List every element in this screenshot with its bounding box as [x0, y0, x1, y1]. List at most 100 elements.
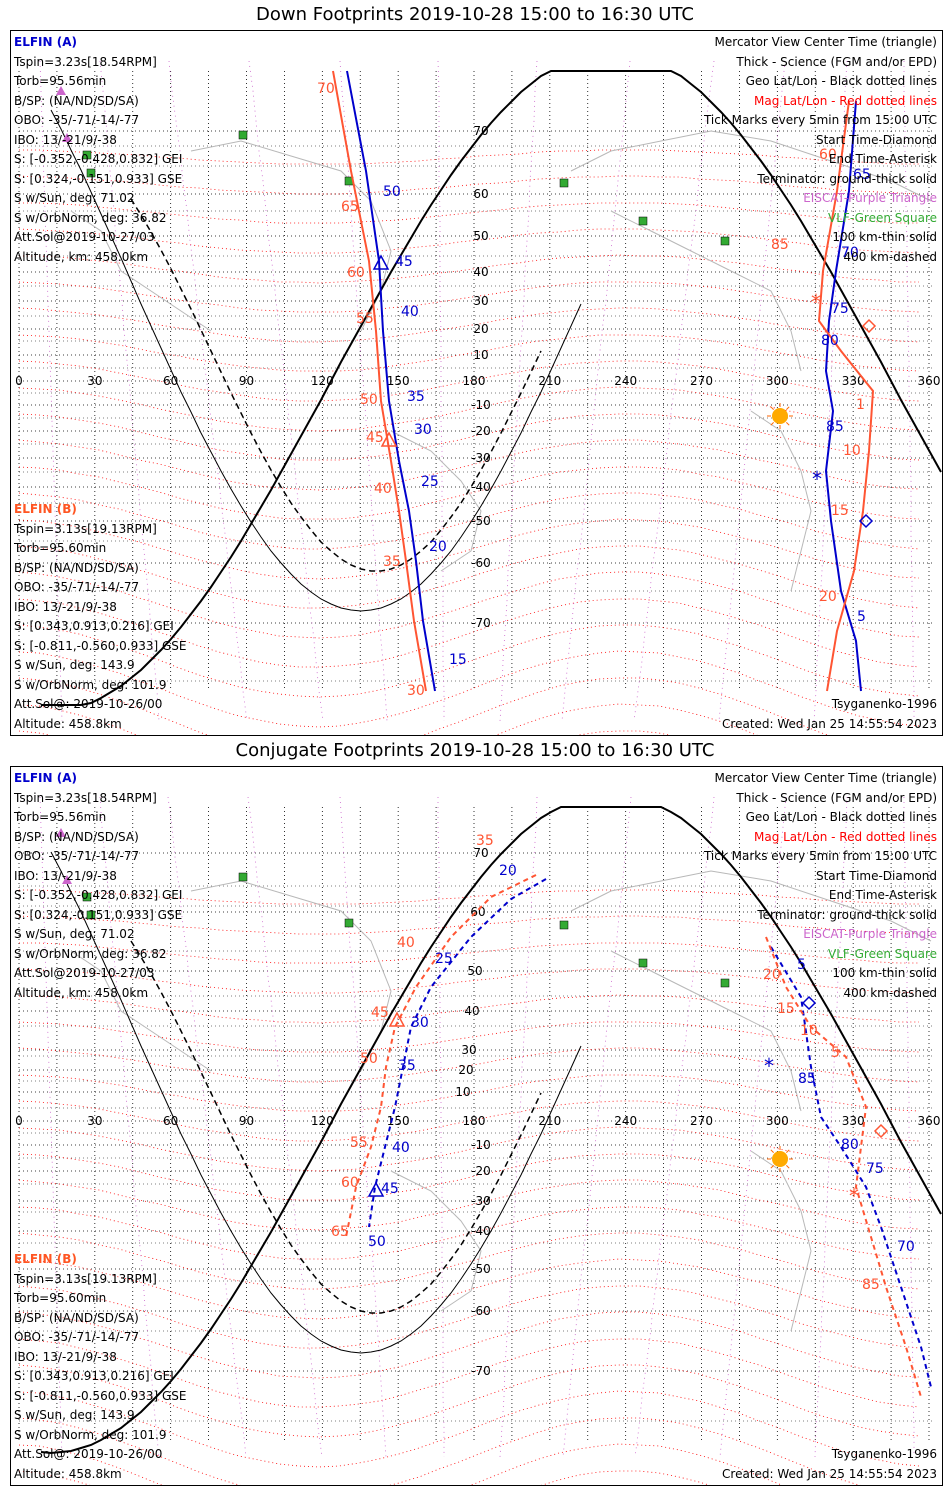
legend-item: Mag Lat/Lon - Red dotted lines [753, 93, 937, 108]
elfin-a-tick-label: 75 [831, 301, 849, 317]
coastline [190, 140, 392, 332]
elfin-a-info: ELFIN (A) Tspin=3.23s[18.54RPM] Torb=95.… [14, 33, 182, 267]
elfin-b-tick-label: 15 [777, 1001, 795, 1017]
elfin-a-header: ELFIN (A) [14, 35, 77, 49]
lon-tick-label: 30 [87, 1114, 102, 1128]
elfin-b-tick-label: 45 [366, 430, 384, 446]
elfin-a-line: IBO: 13/-21/9/-38 [14, 132, 117, 147]
mag-parallel [18, 545, 920, 609]
elfin-a-line: OBO: -35/-71/-14/-77 [14, 849, 140, 863]
legend-item: End Time-Asterisk [828, 888, 937, 902]
lat-tick-label: 60 [473, 187, 488, 201]
mag-meridian [248, 60, 324, 722]
lon-tick-label: 210 [538, 1114, 561, 1128]
mag-meridian [499, 796, 538, 1458]
coastline [610, 210, 802, 372]
elfin-b-tick-label: 20 [763, 967, 781, 983]
lat-tick-label: -70 [471, 616, 491, 630]
mag-parallel [18, 598, 920, 668]
mag-parallel [18, 1285, 920, 1349]
elfin-a-tick-label: 85 [826, 419, 844, 435]
sun-icon [772, 408, 788, 424]
elfin-a-tick-label: 50 [383, 184, 401, 200]
lat-tick-label: 60 [470, 905, 485, 919]
vlf-station-square [344, 918, 354, 928]
elfin-b-line: OBO: -35/-71/-14/-77 [14, 1330, 140, 1344]
elfin-a-tick-label: 20 [499, 863, 517, 879]
elfin-a-track-right [770, 946, 932, 1388]
elfin-a-line: S: [-0.352,-0.428,0.832] GEI [14, 152, 183, 166]
elfin-a-tick-label: 45 [395, 254, 413, 270]
mag-meridian [718, 60, 786, 722]
elfin-b-start-diamond [861, 318, 877, 334]
elfin-b-tick-label: 20 [819, 589, 837, 605]
legend-item: Geo Lat/Lon - Black dotted lines [745, 74, 937, 88]
lat-tick-label: -30 [471, 451, 491, 465]
vlf-station-square [86, 168, 96, 178]
lat-tick-label: 70 [473, 124, 488, 138]
elfin-a-tick-label: 80 [821, 333, 839, 349]
elfin-b-end-asterisk: * [849, 1184, 859, 1208]
mag-meridian [813, 60, 848, 722]
elfin-a-tick-label: 15 [449, 652, 467, 668]
elfin-b-tick-label: 65 [341, 199, 359, 215]
model-footer: Tsyganenko-1996 Created: Wed Jan 25 14:5… [722, 1445, 937, 1484]
elfin-b-line: S w/OrbNorm, deg: 101.9 [14, 1427, 167, 1442]
lat-tick-label: -30 [471, 1194, 491, 1208]
mag-meridian [634, 796, 715, 1458]
legend-item: 400 km-dashed [843, 249, 937, 264]
terminator-line [40, 806, 942, 1455]
elfin-b-tick-label: 10 [843, 443, 861, 459]
elfin-b-line: S w/OrbNorm, deg: 101.9 [14, 677, 167, 692]
lon-tick-label: 300 [766, 374, 789, 388]
elfin-a-start-diamond [858, 513, 874, 529]
coastline [70, 210, 212, 332]
elfin-b-line: IBO: 13/-21/9/-38 [14, 599, 117, 614]
lat-tick-label: 30 [461, 1043, 476, 1057]
lon-tick-label: 0 [15, 374, 23, 388]
elfin-b-line: S: [0.343,0.913,0.216] GEI [14, 1369, 174, 1383]
lon-tick-label: 30 [87, 374, 102, 388]
mag-meridian [719, 796, 787, 1458]
mag-meridian [903, 61, 915, 721]
elfin-a-tick-label: 75 [866, 1161, 884, 1177]
mag-parallel [18, 1153, 920, 1201]
vlf-station-square [720, 236, 730, 246]
legend-item: Tick Marks every 5min from 15:00 UTC [703, 113, 937, 127]
elfin-a-line: S w/Sun, deg: 71.02 [14, 927, 135, 941]
lat-tick-label: -40 [471, 1224, 491, 1238]
elfin-a-header: ELFIN (A) [14, 771, 77, 785]
lon-tick-label: 60 [163, 1114, 178, 1128]
lon-tick-label: 330 [842, 1114, 865, 1128]
mag-parallel [18, 334, 920, 372]
elfin-b-tick-label: 40 [374, 481, 392, 497]
mag-parallel [18, 1179, 920, 1231]
elfin-a-line: S w/OrbNorm, deg: 36.82 [14, 946, 167, 961]
elfin-a-tick-label: 5 [797, 957, 806, 973]
elfin-b-info: ELFIN (B) Tspin=3.13s[19.13RPM] Torb=95.… [14, 500, 187, 734]
elfin-b-tick-label: 45 [371, 1005, 389, 1021]
mag-parallel [18, 439, 920, 491]
elfin-a-line: S w/OrbNorm, deg: 36.82 [14, 210, 167, 225]
elfin-b-line: S: [-0.811,-0.560,0.933] GSE [14, 1388, 187, 1403]
elfin-a-tick-label: 80 [841, 1137, 859, 1153]
lat-tick-label: 20 [458, 1063, 473, 1077]
elfin-a-tick-label: 40 [392, 1140, 410, 1156]
elfin-b-center-triangle [388, 1011, 406, 1027]
elfin-a-line: Att.Sol@2019-10-27/03 [14, 230, 155, 244]
elfin-b-tick-label: 55 [356, 311, 374, 327]
lon-tick-label: 360 [918, 1114, 941, 1128]
elfin-b-line: OBO: -35/-71/-14/-77 [14, 580, 140, 594]
lat-tick-label: 10 [473, 348, 488, 362]
elfin-b-line: Torb=95.60min [14, 1291, 107, 1305]
mag-meridian [903, 797, 915, 1457]
lat-tick-label: -60 [471, 1304, 491, 1318]
elfin-a-line: S: [0.324,-0.151,0.933] GSE [14, 907, 183, 922]
model-name: Tsyganenko-1996 [831, 1447, 937, 1461]
mag-parallel [18, 650, 920, 728]
lon-tick-label: 150 [387, 1114, 410, 1128]
elfin-a-track-right [824, 100, 862, 692]
elfin-b-tick-label: 85 [862, 1277, 880, 1293]
legend-item: Thick - Science (FGM and/or EPD) [736, 54, 937, 69]
sun-ray [786, 1165, 790, 1169]
